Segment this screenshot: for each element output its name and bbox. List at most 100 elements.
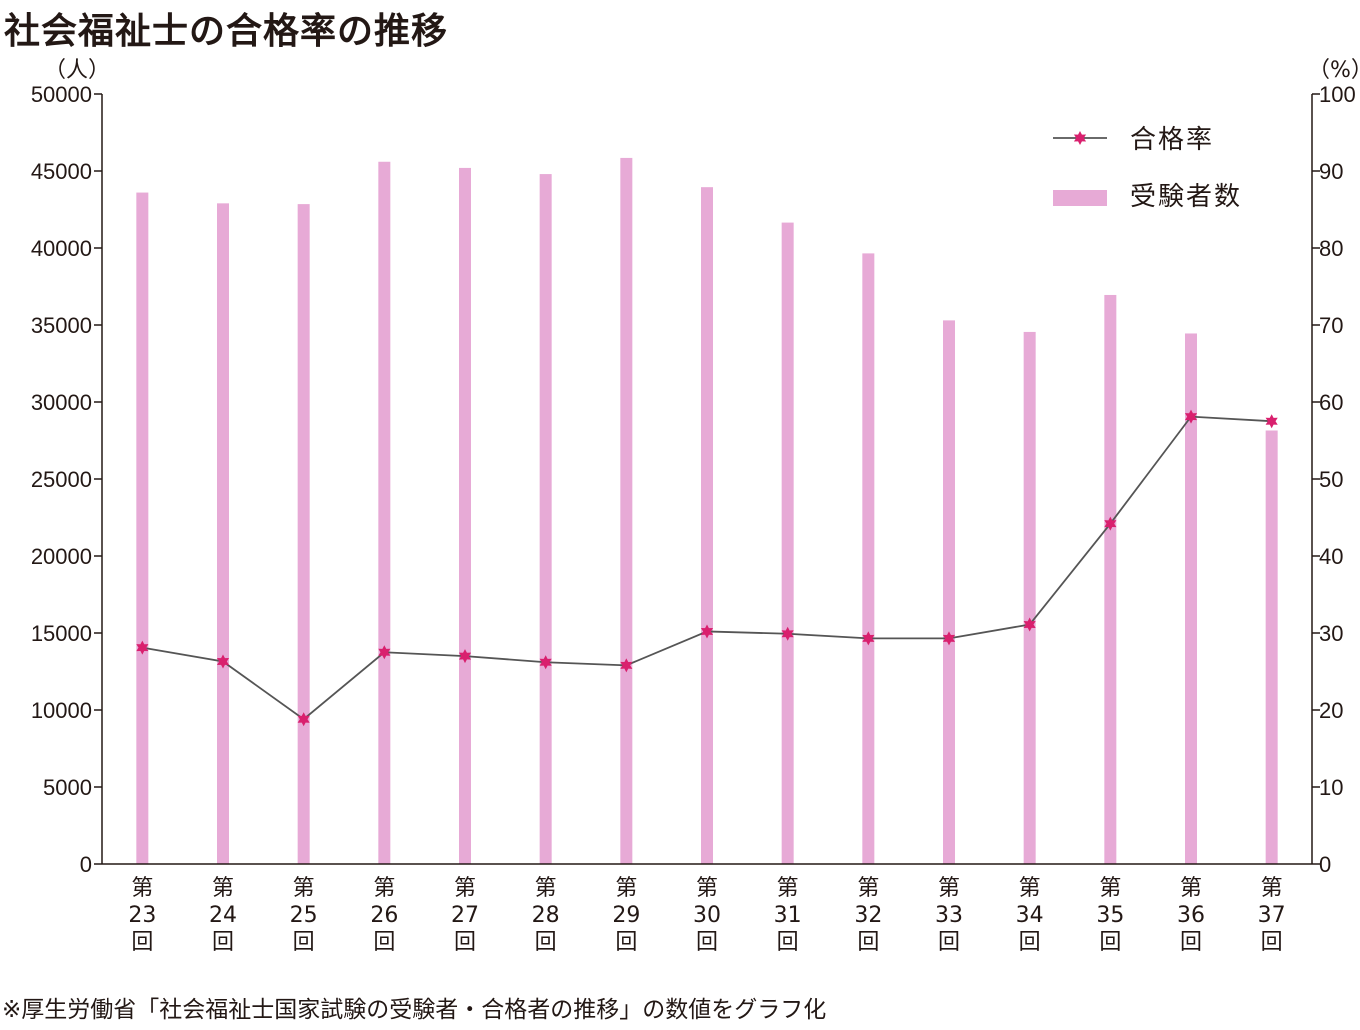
- pass-rate-point-4: [458, 649, 472, 664]
- legend-label-examinees: 受験者数: [1130, 182, 1242, 212]
- right-tick-label-1: 10: [1319, 775, 1343, 800]
- pass-rate-point-6: [620, 658, 633, 673]
- pass-rate-point-12: [1104, 516, 1117, 531]
- left-tick-label-0: 0: [80, 852, 92, 877]
- x-label-top-14: 第: [1261, 876, 1283, 901]
- x-label-bottom-1: 回: [212, 930, 234, 955]
- pass-rate-point-13: [1184, 409, 1198, 424]
- pass-rate-point-5: [539, 655, 552, 670]
- bar-5: [539, 174, 552, 864]
- right-tick-label-6: 60: [1319, 390, 1343, 415]
- right-tick-label-0: 0: [1319, 852, 1331, 877]
- pass-rate-point-14: [1265, 414, 1278, 429]
- x-label-bottom-10: 回: [938, 930, 960, 955]
- legend-bar-swatch: [1053, 190, 1107, 206]
- x-label-bottom-14: 回: [1261, 930, 1283, 955]
- x-label-top-6: 第: [615, 876, 637, 901]
- x-label-num-9: 32: [854, 903, 882, 928]
- left-tick-label-10: 50000: [31, 82, 92, 107]
- bar-9: [862, 253, 875, 864]
- x-label-top-7: 第: [696, 876, 718, 901]
- pass-rate-point-1: [216, 654, 230, 669]
- x-label-num-13: 36: [1177, 903, 1205, 928]
- left-tick-label-2: 10000: [31, 698, 92, 723]
- right-tick-label-2: 20: [1319, 698, 1343, 723]
- x-label-top-11: 第: [1019, 876, 1041, 901]
- right-tick-label-4: 40: [1319, 544, 1343, 569]
- x-label-bottom-6: 回: [615, 930, 637, 955]
- chart-title: 社会福祉士の合格率の推移: [4, 11, 449, 52]
- bar-1: [217, 203, 229, 865]
- right-tick-label-9: 90: [1319, 159, 1343, 184]
- x-label-top-4: 第: [454, 876, 476, 901]
- left-tick-label-1: 5000: [43, 775, 92, 800]
- bar-7: [701, 187, 713, 865]
- x-label-num-8: 31: [774, 903, 802, 928]
- pass-rate-point-9: [862, 631, 875, 646]
- x-label-num-10: 33: [935, 903, 963, 928]
- pass-rate-point-3: [378, 645, 391, 660]
- x-label-top-1: 第: [212, 876, 234, 901]
- x-label-bottom-4: 回: [454, 930, 476, 955]
- x-label-bottom-3: 回: [373, 930, 395, 955]
- right-tick-label-5: 50: [1319, 467, 1343, 492]
- x-label-bottom-13: 回: [1180, 930, 1202, 955]
- x-label-num-2: 25: [290, 903, 318, 928]
- x-label-num-1: 24: [209, 903, 237, 928]
- left-tick-label-3: 15000: [31, 621, 92, 646]
- pass-rate-point-0: [136, 640, 149, 655]
- x-label-bottom-8: 回: [777, 930, 799, 955]
- x-label-top-12: 第: [1099, 876, 1121, 901]
- x-label-bottom-5: 回: [535, 930, 557, 955]
- bar-13: [1185, 333, 1197, 865]
- bar-3: [378, 161, 391, 864]
- pass-rate-point-10: [942, 631, 956, 646]
- left-axis-unit: （人）: [44, 58, 110, 83]
- x-label-num-4: 27: [451, 903, 479, 928]
- x-label-num-5: 28: [532, 903, 560, 928]
- pass-rate-point-7: [700, 624, 714, 639]
- x-label-num-3: 26: [370, 903, 398, 928]
- left-tick-label-5: 25000: [31, 467, 92, 492]
- pass-rate-point-2: [297, 712, 310, 727]
- left-tick-label-6: 30000: [31, 390, 92, 415]
- right-axis-unit: （%）: [1308, 58, 1360, 83]
- bar-2: [297, 204, 310, 865]
- bar-14: [1265, 430, 1278, 864]
- right-tick-label-7: 70: [1319, 313, 1343, 338]
- right-tick-label-3: 30: [1319, 621, 1343, 646]
- x-label-bottom-2: 回: [293, 930, 315, 955]
- bar-10: [943, 320, 955, 864]
- x-label-top-8: 第: [777, 876, 799, 901]
- x-label-num-12: 35: [1096, 903, 1124, 928]
- right-tick-label-8: 80: [1319, 236, 1343, 261]
- bar-6: [620, 157, 633, 864]
- x-label-bottom-11: 回: [1019, 930, 1041, 955]
- bar-11: [1023, 331, 1036, 864]
- x-label-top-3: 第: [373, 876, 395, 901]
- left-tick-label-8: 40000: [31, 236, 92, 261]
- x-label-num-11: 34: [1016, 903, 1044, 928]
- pass-rate-point-8: [781, 626, 794, 641]
- x-label-num-7: 30: [693, 903, 721, 928]
- bar-0: [136, 192, 149, 864]
- right-tick-label-10: 100: [1319, 82, 1356, 107]
- x-label-num-14: 37: [1258, 903, 1286, 928]
- x-label-num-6: 29: [612, 903, 640, 928]
- x-label-bottom-0: 回: [131, 930, 153, 955]
- x-label-top-5: 第: [535, 876, 557, 901]
- bar-12: [1104, 294, 1117, 865]
- x-label-top-2: 第: [293, 876, 315, 901]
- x-label-bottom-7: 回: [696, 930, 718, 955]
- x-label-top-10: 第: [938, 876, 960, 901]
- x-label-top-13: 第: [1180, 876, 1202, 901]
- x-label-num-0: 23: [128, 903, 156, 928]
- legend-label-pass-rate: 合格率: [1130, 125, 1214, 155]
- left-tick-label-9: 45000: [31, 159, 92, 184]
- source-note: ※厚生労働省「社会福祉士国家試験の受験者・合格者の推移」の数値をグラフ化: [2, 997, 827, 1023]
- x-label-bottom-9: 回: [857, 930, 879, 955]
- x-label-top-0: 第: [131, 876, 153, 901]
- pass-rate-point-11: [1023, 617, 1036, 632]
- bar-4: [459, 167, 471, 865]
